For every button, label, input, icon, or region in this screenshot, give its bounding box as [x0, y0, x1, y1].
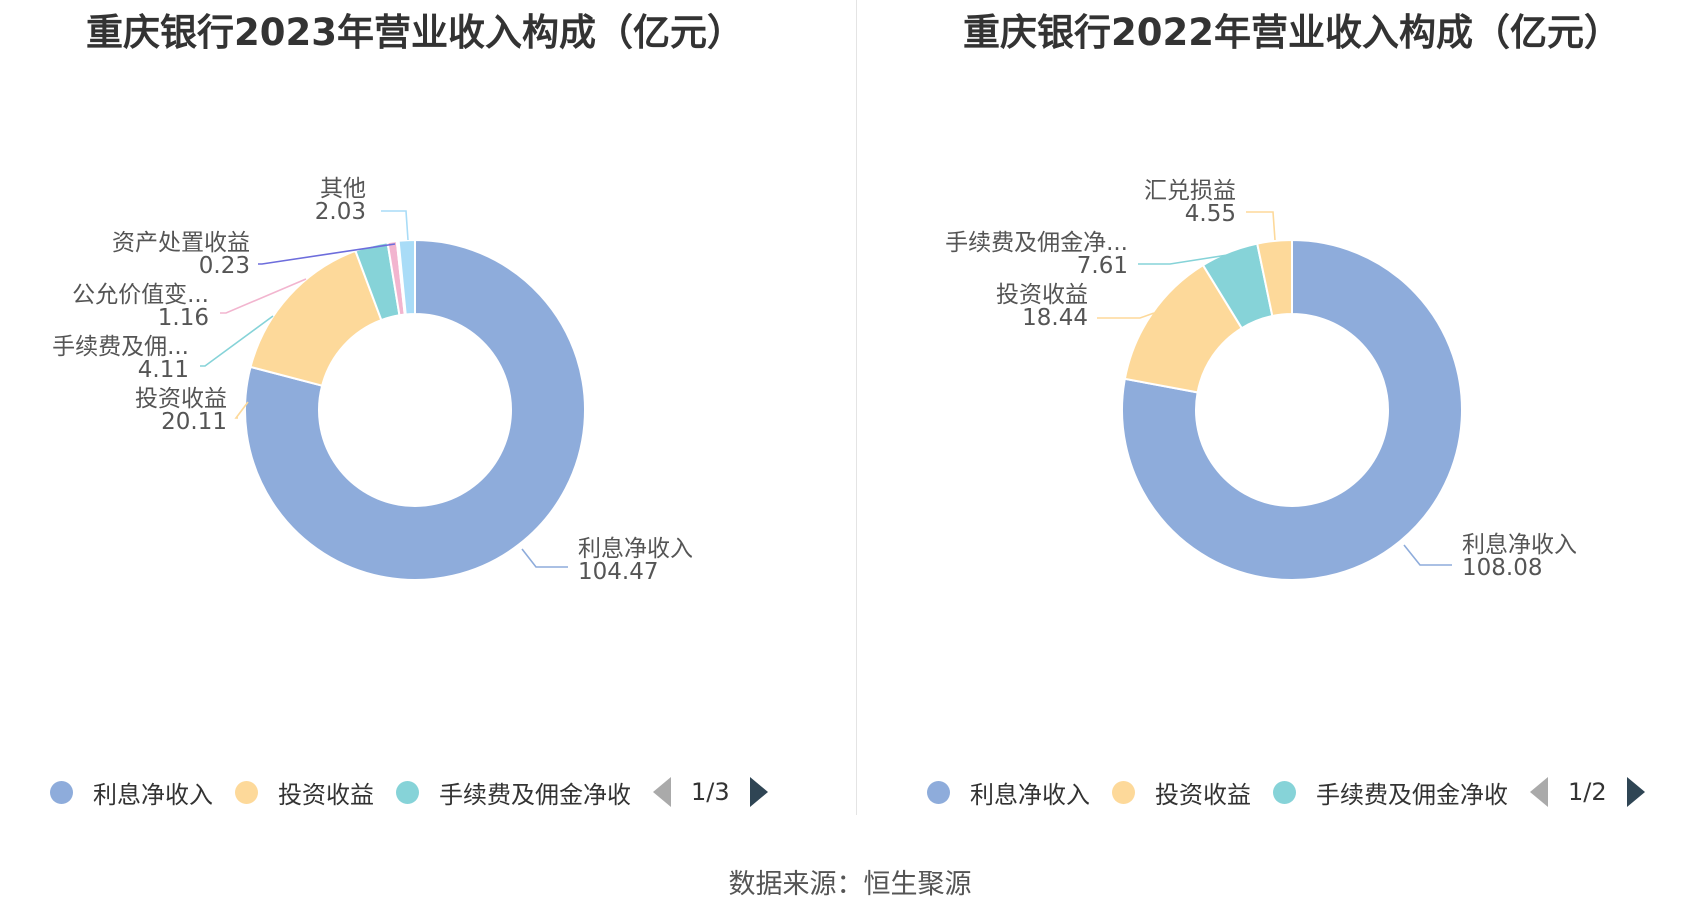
slice-name-label: 手续费及佣金净... — [945, 230, 1128, 256]
slice-name-label: 手续费及佣... — [52, 334, 189, 360]
legend-item-fee[interactable]: 手续费及佣金净收 — [396, 775, 631, 810]
legend-marker — [235, 780, 258, 804]
label-leader-line — [1097, 312, 1155, 319]
legend-page-indicator: 1/3 — [691, 778, 730, 806]
legend-marker — [1112, 780, 1135, 804]
legend-2023: 利息净收入 投资收益 手续费及佣金净收 1/3 — [50, 772, 768, 812]
label-leader-line — [258, 243, 396, 265]
panel-divider — [856, 0, 857, 815]
pie-slice[interactable] — [397, 238, 416, 316]
legend-page-indicator: 1/2 — [1568, 778, 1607, 806]
legend-marker — [396, 780, 419, 804]
slice-value-label: 7.61 — [1077, 253, 1128, 279]
pie-slice[interactable] — [244, 238, 586, 581]
slice-value-label: 1.16 — [158, 305, 209, 331]
legend-label: 手续费及佣金净收 — [439, 780, 631, 809]
label-leader-line — [1403, 544, 1452, 566]
legend-item-investment[interactable]: 投资收益 — [235, 775, 374, 810]
slice-name-label: 投资收益 — [135, 386, 227, 412]
slice-value-label: 4.55 — [1185, 201, 1236, 227]
pie-slice[interactable] — [1256, 238, 1293, 318]
slice-value-label: 108.08 — [1462, 555, 1542, 581]
legend-item-fee[interactable]: 手续费及佣金净收 — [1273, 775, 1508, 810]
slice-name-label: 资产处置收益 — [112, 230, 250, 256]
legend-label: 投资收益 — [278, 780, 374, 809]
label-leader-line — [381, 210, 409, 241]
next-page-icon[interactable] — [749, 777, 768, 807]
label-leader-line — [1246, 211, 1276, 241]
legend-label: 利息净收入 — [970, 780, 1090, 809]
slice-value-label: 18.44 — [1022, 305, 1088, 331]
prev-page-icon[interactable] — [653, 777, 671, 807]
legend-2022: 利息净收入 投资收益 手续费及佣金净收 1/2 — [927, 772, 1645, 812]
slice-name-label: 汇兑损益 — [1144, 178, 1236, 204]
slice-value-label: 20.11 — [161, 409, 227, 435]
legend-label: 利息净收入 — [93, 780, 213, 809]
slice-value-label: 0.23 — [199, 253, 250, 279]
chart-title-2023: 重庆银行2023年营业收入构成（亿元） — [86, 11, 744, 54]
slice-name-label: 其他 — [320, 176, 366, 202]
chart-title-2022: 重庆银行2022年营业收入构成（亿元） — [963, 11, 1621, 54]
slice-value-label: 4.11 — [138, 357, 189, 383]
slice-value-label: 2.03 — [315, 199, 366, 225]
prev-page-icon[interactable] — [1530, 777, 1548, 807]
legend-label: 投资收益 — [1155, 780, 1251, 809]
label-leader-line — [1138, 253, 1235, 265]
label-leader-line — [220, 278, 307, 314]
slice-value-label: 104.47 — [578, 559, 658, 585]
pie-slice[interactable] — [1121, 238, 1463, 581]
slice-name-label: 公允价值变... — [72, 282, 209, 308]
label-leader-line — [200, 315, 274, 367]
legend-marker — [1273, 780, 1296, 804]
slice-name-label: 利息净收入 — [1462, 532, 1577, 558]
slice-name-label: 投资收益 — [996, 282, 1088, 308]
label-leader-line — [234, 401, 249, 419]
next-page-icon[interactable] — [1626, 777, 1645, 807]
legend-item-interest[interactable]: 利息净收入 — [50, 775, 213, 810]
legend-marker — [927, 780, 950, 804]
legend-pager: 1/3 — [653, 777, 768, 807]
legend-pager: 1/2 — [1530, 777, 1645, 807]
label-leader-line — [521, 548, 568, 568]
legend-label: 手续费及佣金净收 — [1316, 780, 1508, 809]
legend-item-interest[interactable]: 利息净收入 — [927, 775, 1090, 810]
data-source-note: 数据来源：恒生聚源 — [728, 869, 972, 900]
slice-name-label: 利息净收入 — [578, 536, 693, 562]
legend-item-investment[interactable]: 投资收益 — [1112, 775, 1251, 810]
legend-marker — [50, 780, 73, 804]
